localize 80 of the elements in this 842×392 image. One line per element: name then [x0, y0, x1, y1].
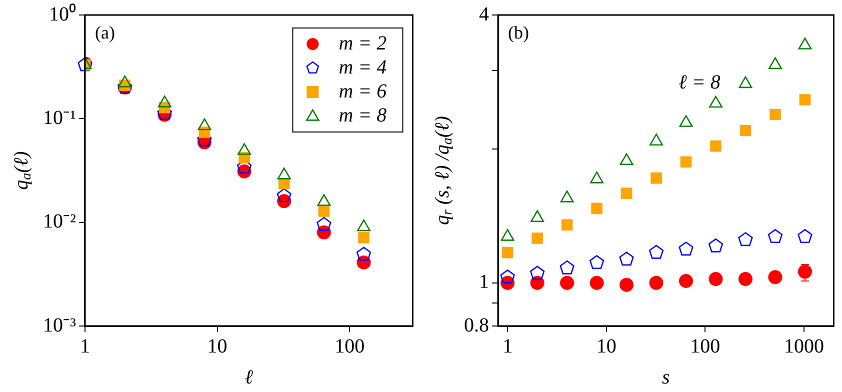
point [530, 266, 545, 280]
point [276, 188, 292, 202]
point [650, 172, 662, 184]
point [500, 229, 514, 241]
point [619, 252, 634, 266]
point [679, 115, 693, 127]
y-axis-title: qa(ℓ) [10, 150, 35, 190]
point [798, 229, 812, 244]
point [118, 76, 132, 88]
point [591, 202, 602, 214]
point [738, 272, 752, 286]
x-axis-title: ℓ [244, 366, 254, 388]
point [710, 140, 722, 152]
x-tick-label: 1000 [784, 335, 824, 358]
legend-label: m = 8 [338, 104, 387, 126]
point [648, 244, 664, 259]
point [770, 108, 781, 120]
y-tick-label: 1 [479, 271, 489, 294]
point [277, 168, 291, 180]
point [560, 260, 574, 274]
x-tick-label: 1 [502, 335, 513, 358]
point [78, 57, 92, 72]
y-axis-title: qr (s, ℓ) /qa(ℓ) [431, 116, 456, 226]
x-axis-title: s [662, 366, 670, 388]
point [620, 153, 634, 166]
x-tick-label: 100 [334, 335, 365, 358]
point [740, 124, 752, 136]
point [317, 194, 331, 206]
point [708, 272, 723, 286]
annotation: (b) [508, 22, 529, 43]
point [589, 255, 604, 270]
y-tick-label: 10⁻² [42, 210, 76, 233]
point [198, 118, 212, 130]
point [620, 278, 634, 292]
x-tick-label: 100 [690, 335, 720, 358]
legend-label: m = 2 [338, 32, 387, 54]
x-tick-label: 10 [596, 335, 616, 358]
legend-label: m = 6 [338, 80, 387, 102]
x-tick-label: 10 [207, 335, 228, 358]
y-tick-label: 10⁻¹ [42, 106, 76, 129]
point [799, 94, 811, 106]
point [238, 143, 252, 155]
point [357, 219, 370, 232]
point [680, 156, 692, 168]
point [358, 232, 370, 244]
point [738, 76, 752, 88]
point [678, 242, 694, 256]
y-tick-label: 10⁰ [48, 2, 76, 26]
annotation: (a) [94, 22, 115, 43]
point [318, 206, 330, 217]
point [649, 276, 664, 290]
point [560, 190, 574, 202]
point [532, 232, 543, 244]
legend-label: m = 4 [338, 56, 387, 78]
point [590, 172, 604, 184]
point [590, 276, 604, 290]
point [158, 96, 172, 108]
point [798, 264, 812, 279]
point [530, 210, 544, 222]
point [500, 270, 515, 284]
annotation: ℓ = 8 [678, 71, 720, 94]
point [708, 238, 724, 252]
point [798, 38, 812, 50]
point [316, 216, 332, 231]
point [560, 276, 574, 290]
point [650, 134, 663, 146]
point [768, 229, 783, 244]
point [768, 270, 782, 284]
point [768, 57, 782, 70]
y-tick-label: 10⁻³ [42, 314, 76, 336]
point [561, 219, 573, 231]
point [709, 96, 722, 108]
x-tick-label: 1 [80, 335, 90, 358]
point [620, 188, 632, 199]
point [738, 232, 753, 246]
point [356, 246, 372, 261]
point [502, 246, 514, 258]
y-tick-label: 0.8 [464, 314, 489, 336]
y-tick-label: 4 [479, 3, 489, 26]
point [679, 274, 694, 288]
